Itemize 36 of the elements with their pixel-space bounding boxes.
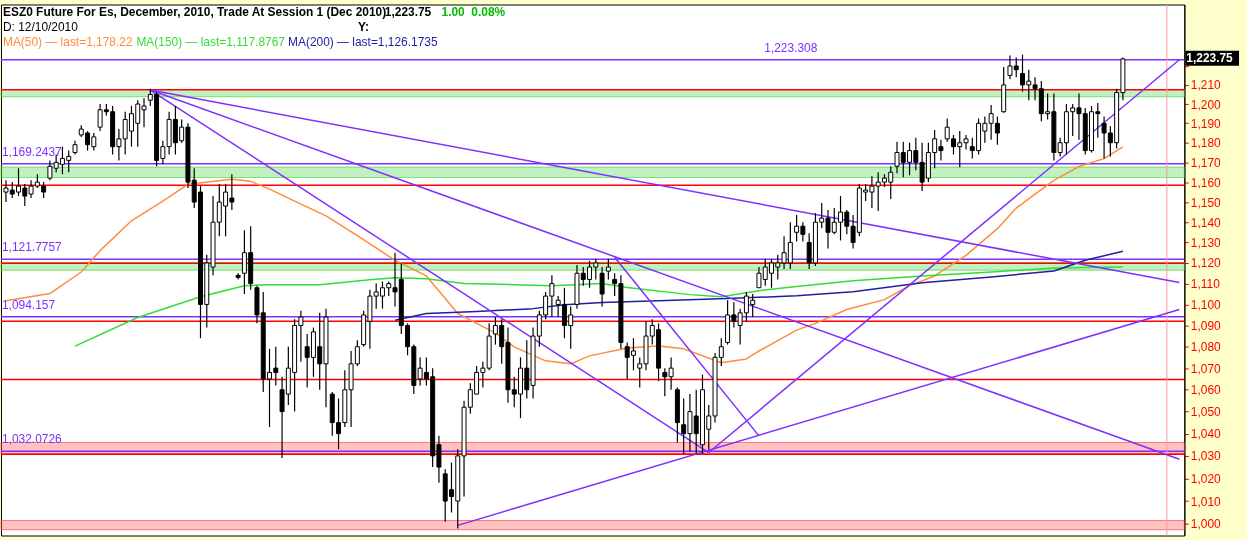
y-tick-label: 1,080 [1190, 340, 1222, 355]
y-tick-label: 1,180 [1190, 136, 1222, 151]
y-tick-label: 1,020 [1190, 471, 1222, 486]
y-tick-label: 1,120 [1190, 256, 1222, 271]
text: 1,223.75 [1186, 51, 1234, 66]
y-tick-label: 1,140 [1190, 215, 1222, 230]
y-tick-label: 1,050 [1190, 405, 1222, 420]
y-tick-label: 1,160 [1190, 175, 1222, 190]
y-tick-label: 1,030 [1190, 449, 1222, 464]
annotation: 0.08% [471, 5, 506, 20]
chart-title: ESZ0 Future For Es, December, 2010, Trade At Session 1 (Dec 2010) [2, 5, 387, 20]
y-tick-label: 1,010 [1190, 494, 1222, 509]
text: MA(200) — last=1,126.1735 [288, 35, 438, 50]
y-tick-label: 1,170 [1190, 155, 1222, 170]
y-tick-label: 1,090 [1190, 318, 1222, 333]
y-tick-label: 1,070 [1190, 361, 1222, 376]
text: MA(150) — last=1,117.8767 [136, 35, 286, 50]
y-tick-label: 1,200 [1190, 97, 1222, 112]
y-tick-label: 1,210 [1190, 78, 1222, 93]
ref-line-label: 1,121.7757 [1, 240, 63, 255]
ref-line-label: 1,169.2437 [1, 144, 63, 159]
text: MA(50) — last=1,178.22 [2, 35, 133, 50]
y-tick-label: 1,150 [1190, 195, 1222, 210]
y-tick-label: 1,100 [1190, 297, 1222, 312]
annotation: 1,223.75 [384, 5, 432, 20]
annotation: Y: [357, 20, 370, 35]
y-tick-label: 1,000 [1190, 517, 1222, 532]
annotation: D: 12/10/2010 [2, 20, 79, 35]
y-tick-label: 1,060 [1190, 383, 1222, 398]
y-tick-label: 1,040 [1190, 427, 1222, 442]
ref-line-label: 1,094.157 [1, 297, 56, 312]
ref-line-label: 1,223.308 [764, 40, 818, 55]
annotation: 1.00 [441, 5, 466, 20]
y-tick-label: 1,130 [1190, 235, 1222, 250]
y-tick-label: 1,190 [1190, 116, 1222, 131]
y-tick-label: 1,110 [1190, 277, 1221, 292]
